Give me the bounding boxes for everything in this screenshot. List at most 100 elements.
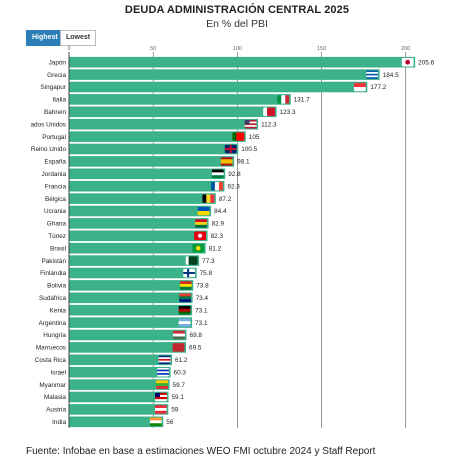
bar-row: Bélgica 87.2	[45, 193, 232, 204]
hungary-flag-icon	[173, 330, 186, 340]
argentina-flag-icon	[178, 318, 191, 327]
bar-row: Austria 59	[46, 404, 179, 415]
bar	[69, 94, 291, 105]
bar	[69, 354, 173, 366]
category-label: Brasil	[50, 245, 66, 252]
myanmar-flag-icon	[156, 380, 169, 389]
france-flag-icon	[210, 181, 223, 191]
finland-flag-icon	[183, 268, 196, 278]
bar-row: Túnez 82.3	[48, 230, 224, 242]
bar-row: Ucrania 84.4	[44, 205, 227, 217]
greece-flag-icon	[366, 70, 379, 79]
category-label: Argentina	[39, 320, 67, 327]
value-label: 105	[249, 134, 260, 141]
jordan-flag-icon	[211, 169, 224, 179]
bar-row: Bahrein 123.3	[44, 106, 296, 118]
bar	[69, 230, 208, 242]
category-label: Jordania	[41, 171, 66, 178]
south-africa-flag-icon	[179, 293, 192, 303]
category-label: ados Unidos	[30, 121, 66, 128]
value-label: 84.4	[214, 208, 227, 215]
lowest-button[interactable]: Lowest	[60, 30, 97, 46]
uk-flag-icon	[224, 144, 237, 154]
morocco-flag-icon	[172, 343, 185, 352]
pakistan-flag-icon	[185, 256, 198, 265]
value-label: 100.5	[241, 146, 257, 153]
value-label: 92.8	[228, 171, 241, 178]
belgium-flag-icon	[202, 194, 215, 203]
bar	[69, 205, 212, 217]
bar-row: India 56	[52, 416, 174, 428]
value-label: 56	[166, 419, 174, 426]
category-label: Austria	[46, 407, 66, 414]
brazil-flag-icon	[192, 243, 205, 253]
bar	[69, 69, 380, 80]
bar	[69, 131, 246, 142]
bar-row: Pakistán 77.3	[41, 255, 215, 266]
ghana-flag-icon	[195, 219, 208, 228]
bar-row: Jordania 92.8	[41, 168, 241, 180]
category-label: Portugal	[42, 134, 66, 141]
category-label: España	[44, 159, 66, 166]
costa-rica-flag-icon	[158, 355, 171, 365]
bar-row: Hungría 69.8	[43, 329, 202, 341]
value-label: 73.8	[196, 283, 209, 290]
bar	[69, 404, 169, 415]
bar	[69, 255, 200, 266]
bar-row: España 98.1	[44, 156, 250, 167]
value-label: 205.6	[418, 59, 434, 66]
malaysia-flag-icon	[155, 392, 168, 402]
singapore-flag-icon	[353, 82, 366, 92]
ukraine-flag-icon	[197, 206, 210, 216]
austria-flag-icon	[154, 405, 167, 414]
value-label: 82.3	[211, 233, 224, 240]
value-label: 92.3	[227, 183, 240, 190]
bar-row: Malasia 59.1	[44, 391, 185, 403]
bar	[69, 56, 416, 68]
bar	[69, 242, 206, 254]
kenya-flag-icon	[178, 305, 191, 315]
bar	[69, 218, 209, 229]
x-tick-label: 0	[67, 46, 70, 52]
bahrain-flag-icon	[263, 107, 276, 117]
value-label: 131.7	[294, 97, 310, 104]
italy-flag-icon	[277, 95, 290, 104]
category-label: India	[52, 419, 66, 426]
category-label: Israel	[50, 369, 66, 376]
value-label: 184.5	[383, 72, 399, 79]
category-label: Finlandia	[40, 270, 66, 277]
bar	[69, 391, 169, 403]
bar-row: Japón 205.6	[49, 56, 435, 68]
value-label: 112.3	[261, 121, 277, 128]
bar-row: Francia 92.3	[45, 180, 240, 192]
bar-row: Argentina 73.1	[39, 317, 208, 328]
value-label: 87.2	[219, 196, 232, 203]
value-label: 59.1	[172, 394, 185, 401]
bar-row: ados Unidos 112.3	[30, 118, 277, 130]
bar-row: Brasil 81.2	[50, 242, 222, 254]
bar-row: Singapur 177.2	[40, 81, 387, 93]
category-label: Hungría	[43, 332, 66, 339]
category-label: Bahrein	[44, 109, 66, 116]
bar-row: Finlandia 75.8	[40, 267, 213, 279]
category-label: Kenia	[50, 307, 67, 314]
bar	[69, 193, 216, 204]
bar-row: Ghana 82.9	[47, 218, 224, 229]
bar	[69, 280, 194, 291]
bar	[69, 366, 171, 378]
bar-row: Sudáfrica 73.4	[39, 292, 208, 304]
bar	[69, 292, 193, 304]
india-flag-icon	[149, 417, 162, 427]
portugal-flag-icon	[232, 132, 245, 141]
value-label: 73.1	[195, 320, 208, 327]
tunisia-flag-icon	[194, 231, 207, 241]
category-label: Túnez	[48, 233, 66, 240]
bolivia-flag-icon	[179, 281, 192, 290]
japan-flag-icon	[401, 57, 414, 67]
value-label: 61.2	[175, 357, 188, 364]
category-label: Japón	[49, 59, 67, 66]
category-label: Bolivia	[47, 283, 66, 290]
bar-row: Reino Unido 100.5	[31, 143, 258, 155]
x-tick-label: 100	[233, 46, 242, 52]
